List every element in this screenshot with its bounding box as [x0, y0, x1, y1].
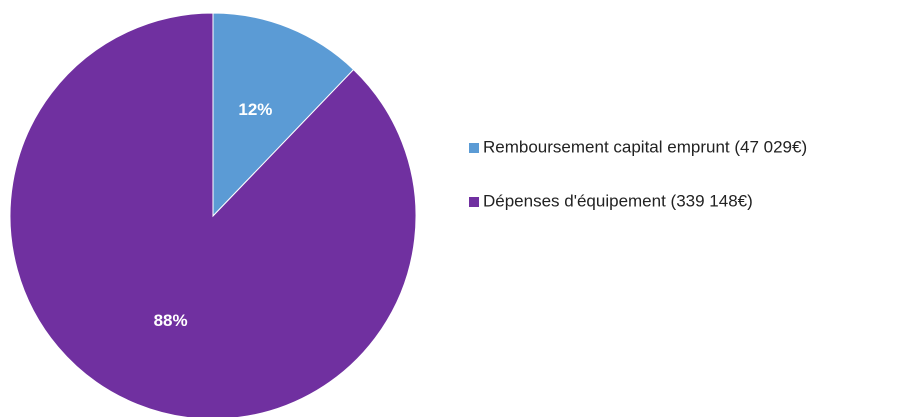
- pie-slice-label-2: 88%: [154, 311, 188, 330]
- legend-item-1: Remboursement capital emprunt (47 029€): [469, 137, 807, 156]
- legend-label-1: Remboursement capital emprunt (47 029€): [483, 137, 807, 156]
- pie-slice-labels: 12% 88%: [154, 100, 273, 330]
- pie-slice-label-1: 12%: [238, 100, 272, 119]
- pie-slice-1: [212, 12, 355, 218]
- legend-label-2: Dépenses d'équipement (339 148€): [483, 191, 753, 210]
- legend: Remboursement capital emprunt (47 029€) D…: [469, 137, 807, 210]
- pie-slice-2: [9, 12, 417, 417]
- legend-swatch-1: [469, 143, 479, 153]
- legend-item-2: Dépenses d'équipement (339 148€): [469, 191, 753, 210]
- pie-slices: [9, 12, 417, 417]
- legend-swatch-2: [469, 197, 479, 207]
